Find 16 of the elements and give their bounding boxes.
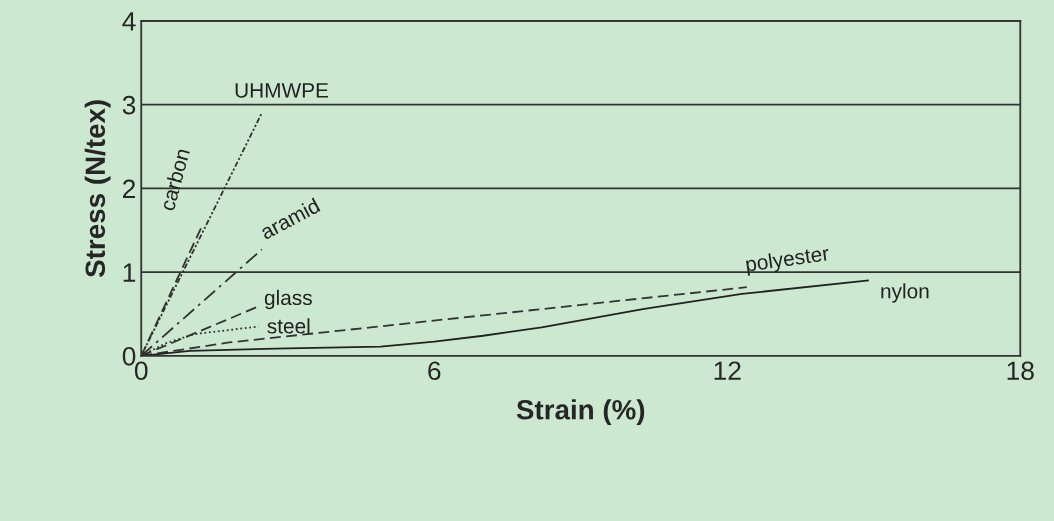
y-tick-label: 3 [122, 95, 136, 115]
series-label: nylon [881, 283, 929, 303]
x-tick-label: 18 [1007, 361, 1034, 381]
text: carbon [159, 147, 190, 212]
y-tick-label: 4 [122, 12, 136, 31]
x-axis-title: Strain (%) [516, 399, 645, 426]
y-tick-label: 1 [123, 263, 136, 282]
series-label: UHMWPE [235, 83, 329, 98]
series-label: steel [267, 318, 310, 334]
text: polyester [745, 245, 831, 276]
x-tick-label: 12 [714, 361, 741, 380]
y-tick-label: 2 [123, 179, 136, 198]
x-tick-label: 6 [428, 361, 441, 381]
y-axis-title: Stress (N/tex) [84, 100, 111, 278]
y-tick-label: 0 [122, 346, 136, 366]
series-label: glass [264, 289, 312, 310]
